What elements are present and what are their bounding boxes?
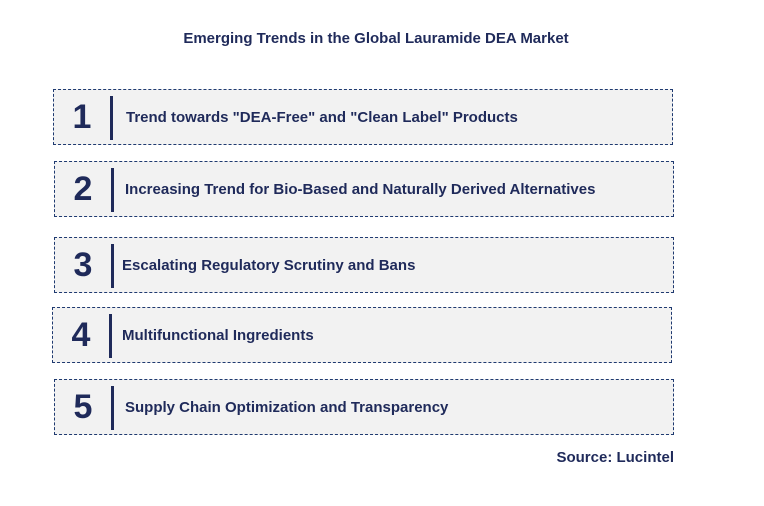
- trend-item-2: 2 Increasing Trend for Bio-Based and Nat…: [54, 161, 674, 217]
- trend-item-1: 1 Trend towards "DEA-Free" and "Clean La…: [53, 89, 673, 145]
- trend-number: 1: [72, 97, 92, 136]
- diagram-title: Emerging Trends in the Global Lauramide …: [183, 30, 569, 47]
- trend-label: Increasing Trend for Bio-Based and Natur…: [125, 180, 596, 198]
- trend-number: 5: [73, 387, 93, 426]
- trend-label: Multifunctional Ingredients: [122, 326, 314, 344]
- trend-number: 4: [71, 315, 91, 354]
- trend-number: 3: [73, 245, 93, 284]
- trend-divider: [110, 96, 113, 140]
- trend-label: Trend towards "DEA-Free" and "Clean Labe…: [126, 108, 518, 126]
- trend-divider: [111, 386, 114, 430]
- trend-divider: [111, 168, 114, 212]
- trend-divider: [111, 244, 114, 288]
- trend-divider: [109, 314, 112, 358]
- trend-number: 2: [73, 169, 93, 208]
- trend-item-3: 3 Escalating Regulatory Scrutiny and Ban…: [54, 237, 674, 293]
- trend-label: Escalating Regulatory Scrutiny and Bans: [122, 256, 416, 274]
- source-credit: Source: Lucintel: [556, 449, 674, 466]
- trend-item-4: 4 Multifunctional Ingredients: [52, 307, 672, 363]
- trend-label: Supply Chain Optimization and Transparen…: [125, 398, 449, 416]
- trend-item-5: 5 Supply Chain Optimization and Transpar…: [54, 379, 674, 435]
